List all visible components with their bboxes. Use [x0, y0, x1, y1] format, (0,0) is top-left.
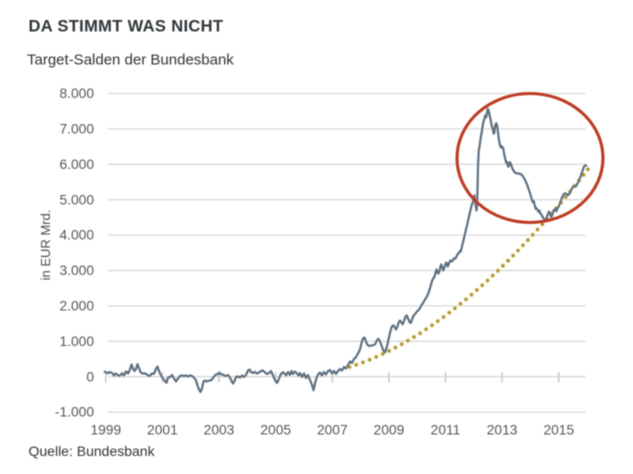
svg-text:2005: 2005: [260, 423, 291, 438]
svg-text:2003: 2003: [204, 423, 235, 438]
svg-text:8.000: 8.000: [59, 86, 94, 101]
svg-text:2013: 2013: [487, 423, 518, 438]
svg-text:Quelle: Bundesbank: Quelle: Bundesbank: [29, 443, 156, 459]
svg-text:in EUR Mrd.: in EUR Mrd.: [38, 210, 53, 281]
svg-text:2007: 2007: [317, 423, 348, 438]
svg-text:DA STIMMT WAS NICHT: DA STIMMT WAS NICHT: [29, 18, 224, 36]
svg-text:1.000: 1.000: [59, 334, 94, 349]
svg-text:2.000: 2.000: [59, 299, 94, 314]
svg-text:-1.000: -1.000: [55, 405, 94, 420]
svg-text:6.000: 6.000: [59, 157, 94, 172]
svg-text:2001: 2001: [147, 423, 178, 438]
svg-text:3.000: 3.000: [59, 263, 94, 278]
svg-text:Target-Salden der Bundesbank: Target-Salden der Bundesbank: [27, 52, 234, 69]
svg-text:5.000: 5.000: [59, 192, 94, 207]
svg-text:1999: 1999: [90, 423, 121, 438]
svg-text:2009: 2009: [374, 423, 405, 438]
svg-text:2015: 2015: [543, 423, 574, 438]
svg-text:0: 0: [86, 369, 94, 384]
svg-text:2011: 2011: [431, 423, 461, 438]
svg-text:7.000: 7.000: [59, 122, 94, 137]
svg-text:4.000: 4.000: [59, 228, 94, 243]
